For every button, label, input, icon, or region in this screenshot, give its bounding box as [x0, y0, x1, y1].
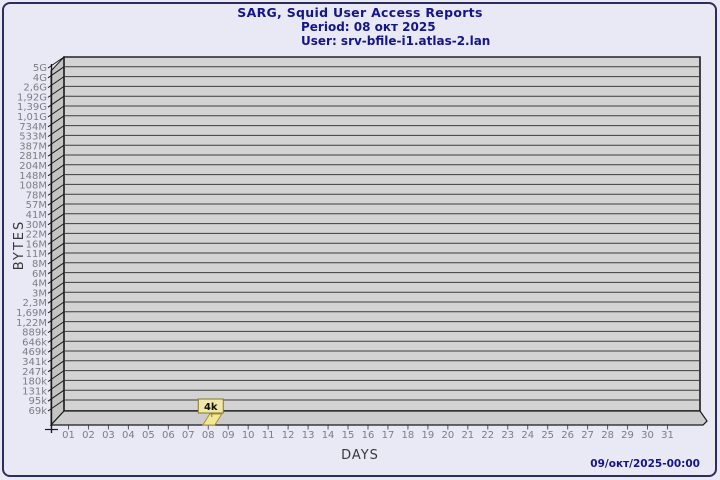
x-tick-label: 15: [342, 430, 355, 441]
y-tick-label: 148M: [19, 171, 47, 182]
y-tick-label: 247k: [22, 367, 47, 378]
x-tick-label: 05: [142, 430, 155, 441]
x-tick-label: 08: [202, 430, 215, 441]
report-period: Period: 08 окт 2025: [301, 20, 436, 34]
x-tick-label: 19: [422, 430, 435, 441]
y-tick-label: 1,22M: [16, 318, 47, 329]
y-tick-label: 2,6G: [23, 83, 47, 94]
x-tick-label: 21: [461, 430, 474, 441]
y-tick-label: 889k: [22, 328, 47, 339]
x-tick-label: 11: [262, 430, 275, 441]
y-tick-label: 4M: [32, 279, 47, 290]
y-tick-label: 281M: [19, 151, 47, 162]
x-tick-label: 06: [162, 430, 175, 441]
y-tick-label: 108M: [19, 181, 47, 192]
y-tick-label: 30M: [26, 220, 47, 231]
x-tick-label: 23: [501, 430, 514, 441]
x-tick-label: 03: [102, 430, 115, 441]
y-tick-label: 180k: [22, 377, 47, 388]
y-tick-label: 69k: [28, 406, 47, 417]
bar-value-label: 4k: [204, 402, 218, 413]
x-tick-label: 12: [282, 430, 295, 441]
y-tick-label: 341k: [22, 357, 47, 368]
x-tick-label: 29: [621, 430, 634, 441]
bar-day-08: [201, 413, 223, 426]
y-tick-label: 1,01G: [17, 112, 47, 123]
y-tick-label: 131k: [22, 386, 47, 397]
y-tick-label: 3M: [32, 288, 47, 299]
x-tick-label: 24: [521, 430, 534, 441]
x-tick-label: 18: [402, 430, 415, 441]
y-tick-label: 6M: [32, 269, 47, 280]
x-tick-label: 01: [62, 430, 75, 441]
x-tick-label: 10: [242, 430, 255, 441]
page-title: SARG, Squid User Access Reports: [237, 5, 483, 20]
x-tick-label: 28: [601, 430, 614, 441]
y-tick-labels: 5G4G2,6G1,92G1,39G1,01G734M533M387M281M2…: [16, 63, 47, 417]
x-axis-title: DAYS: [341, 448, 379, 463]
y-tick-label: 1,69M: [16, 308, 47, 319]
y-tick-label: 2,3M: [22, 298, 47, 309]
y-tick-label: 11M: [26, 249, 47, 260]
x-tick-label: 30: [641, 430, 654, 441]
y-gridlines: [47, 56, 700, 412]
y-axis-line: [45, 64, 58, 433]
report-user: User: srv-bfile-i1.atlas-2.lan: [301, 34, 491, 48]
x-tick-label: 09: [222, 430, 235, 441]
floor: [49, 410, 708, 426]
y-tick-label: 8M: [32, 259, 47, 270]
y-tick-label: 4G: [33, 73, 47, 84]
plot-area: [63, 56, 701, 412]
y-tick-label: 22M: [26, 230, 47, 241]
x-tick-label: 20: [441, 430, 454, 441]
x-tick-label: 13: [302, 430, 315, 441]
y-tick-label: 734M: [19, 122, 47, 133]
x-tick-label: 22: [481, 430, 494, 441]
y-tick-label: 5G: [33, 63, 47, 74]
y-tick-label: 57M: [26, 200, 47, 211]
y-tick-label: 469k: [22, 347, 47, 358]
x-tick-label: 25: [541, 430, 554, 441]
x-tick-label: 14: [322, 430, 335, 441]
x-tick-label: 16: [362, 430, 375, 441]
y-tick-label: 16M: [26, 239, 47, 250]
bar-value-box: [197, 398, 224, 414]
x-tick-label: 07: [182, 430, 195, 441]
x-tick-label: 27: [581, 430, 594, 441]
x-tick-label: 26: [561, 430, 574, 441]
x-tick-label: 02: [82, 430, 95, 441]
x-tick-label: 17: [382, 430, 395, 441]
y-tick-label: 1,92G: [17, 92, 47, 103]
y-tick-label: 95k: [28, 396, 47, 407]
y-tick-label: 533M: [19, 132, 47, 143]
y-tick-label: 1,39G: [17, 102, 47, 113]
y-tick-label: 78M: [26, 190, 47, 201]
x-tick-label: 04: [122, 430, 135, 441]
y-tick-label: 41M: [26, 210, 47, 221]
generated-timestamp: 09/окт/2025-00:00: [590, 458, 700, 470]
y-tick-label: 387M: [19, 141, 47, 152]
x-tick-labels: 01 02 03 04 05 06 07 08 09 10 11 12 13 14 15 16 17 18 19 20…: [62, 425, 674, 441]
y-tick-label: 204M: [19, 161, 47, 172]
y-tick-label: 646k: [22, 337, 47, 348]
bars: 4k: [197, 398, 224, 426]
x-tick-label: 31: [661, 430, 674, 441]
